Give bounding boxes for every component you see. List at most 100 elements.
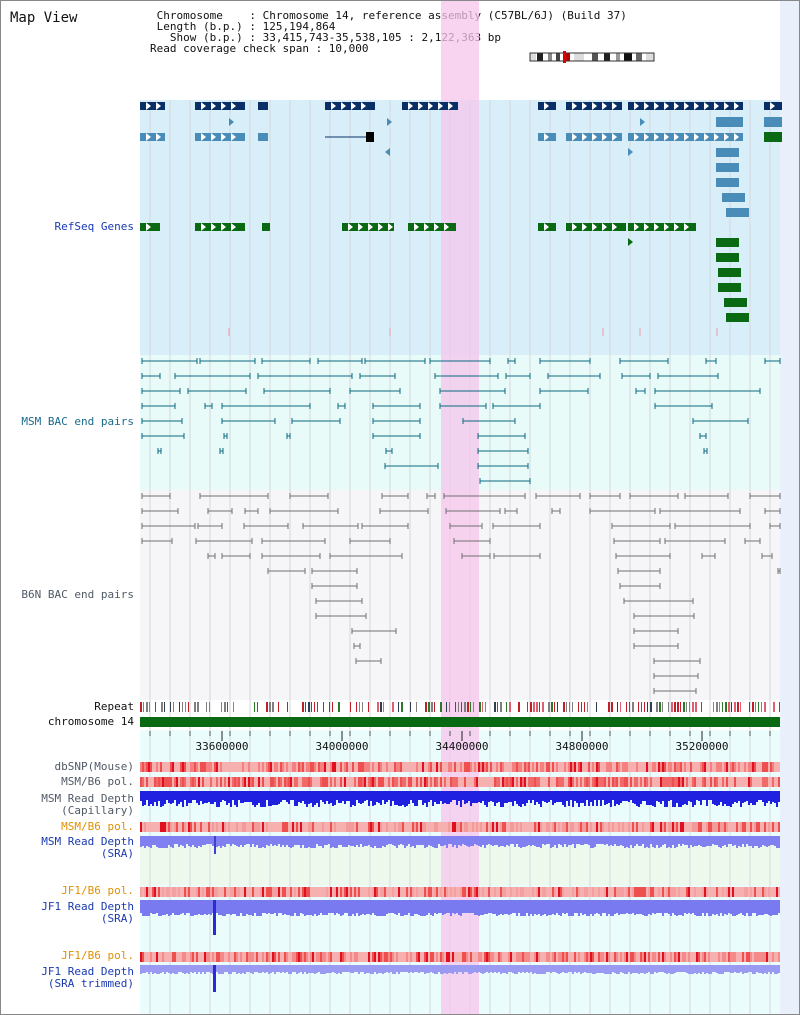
track-label-msm-depth-sra[interactable]: MSM Read Depth (SRA) (41, 835, 134, 860)
jf1-b6-pol-cell (142, 887, 144, 897)
msm-b6-pol-cell (608, 777, 610, 787)
track-label-refseq[interactable]: RefSeq Genes (54, 220, 134, 233)
msm-depth-sra-bar (238, 836, 240, 847)
msm-depth-capillary-bar (176, 791, 178, 806)
msm-b6-pol-cell (690, 777, 692, 787)
jf1-depth-sra-bar (560, 900, 562, 916)
gene-strand-arrow (418, 102, 423, 110)
jf1-depth-trimmed-bar (404, 965, 406, 972)
dbsnp-cell (502, 762, 504, 772)
msm-depth-sra-bar (184, 836, 186, 848)
msm-depth-capillary-bar (510, 791, 512, 802)
msm-depth-sra-bar (764, 836, 766, 846)
track-label-b6n-bac[interactable]: B6N BAC end pairs (21, 588, 134, 601)
track-label-dbsnp[interactable]: dbSNP(Mouse) (54, 760, 134, 773)
jf1-depth-sra-bar (736, 900, 738, 915)
msm-depth-sra-bar (740, 836, 742, 847)
jf1-b6-pol-cell (442, 887, 444, 897)
track-label-msm-bac[interactable]: MSM BAC end pairs (21, 415, 134, 428)
jf1-depth-sra-bar (242, 900, 244, 916)
msm-b6-pol-sra-cell (752, 822, 754, 832)
msm-b6-pol-sra-cell (754, 822, 756, 832)
jf1-depth-trimmed-bar (408, 965, 410, 973)
msm-b6-pol-cell (738, 777, 740, 787)
dbsnp-cell (768, 762, 770, 772)
msm-depth-capillary-bar (348, 791, 350, 801)
msm-depth-capillary-bar (382, 791, 384, 800)
jf1-depth-trimmed-bar (646, 965, 648, 973)
track-label-repeat[interactable]: Repeat (94, 700, 134, 713)
msm-b6-pol-sra-cell (436, 822, 438, 832)
track-label-jf1-b6-pol-2[interactable]: JF1/B6 pol. (61, 949, 134, 962)
jf1-b6-pol-cell (666, 887, 668, 897)
jf1-depth-trimmed-bar (692, 965, 694, 974)
msm-b6-pol-cell (390, 777, 392, 787)
msm-depth-sra-bar (476, 836, 478, 845)
msm-b6-pol-sra-cell (614, 822, 616, 832)
msm-depth-capillary-bar (448, 791, 450, 804)
jf1-depth-sra-bar (218, 900, 220, 915)
repeat-element (257, 702, 258, 712)
jf1-b6-pol-2-cell (326, 952, 328, 962)
jf1-b6-pol-2-cell (226, 952, 228, 962)
jf1-depth-trimmed-bar (458, 965, 460, 972)
msm-b6-pol-cell (514, 777, 516, 787)
msm-depth-sra-bar (422, 836, 424, 845)
msm-depth-capillary-bar (488, 791, 490, 802)
jf1-b6-pol-cell (290, 887, 292, 897)
ideogram-band (574, 53, 584, 61)
jf1-b6-pol-2-cell (388, 952, 390, 962)
jf1-depth-trimmed-bar (340, 965, 342, 974)
jf1-b6-pol-2-cell (514, 952, 516, 962)
msm-b6-pol-sra-cell (732, 822, 734, 832)
msm-b6-pol-sra-cell (414, 822, 416, 832)
msm-depth-sra-bar (720, 836, 722, 848)
msm-depth-sra-bar (400, 836, 402, 844)
msm-depth-capillary-bar (760, 791, 762, 800)
msm-b6-pol-sra-cell (566, 822, 568, 832)
track-label-msm-b6-pol[interactable]: MSM/B6 pol. (61, 775, 134, 788)
msm-b6-pol-sra-cell (416, 822, 418, 832)
jf1-b6-pol-cell (574, 887, 576, 897)
jf1-b6-pol-cell (378, 887, 380, 897)
msm-depth-capillary-bar (192, 791, 194, 800)
msm-b6-pol-sra-cell (744, 822, 746, 832)
msm-depth-capillary-bar (544, 791, 546, 802)
msm-depth-capillary-bar (606, 791, 608, 804)
track-label-jf1-b6-pol[interactable]: JF1/B6 pol. (61, 884, 134, 897)
track-label-jf1-depth-trimmed[interactable]: JF1 Read Depth (SRA trimmed) (41, 965, 134, 990)
msm-depth-capillary-bar (638, 791, 640, 807)
msm-depth-capillary-bar (278, 791, 280, 804)
track-label-msm-depth-capillary[interactable]: MSM Read Depth (Capillary) (41, 792, 134, 817)
msm-b6-pol-sra-cell (238, 822, 240, 832)
msm-b6-pol-cell (520, 777, 522, 787)
dbsnp-cell (222, 762, 224, 772)
track-label-msm-b6-pol-sra[interactable]: MSM/B6 pol. (61, 820, 134, 833)
msm-depth-sra-bar (442, 836, 444, 846)
msm-depth-sra-bar (384, 836, 386, 847)
msm-b6-pol-sra-cell (276, 822, 278, 832)
msm-b6-pol-cell (658, 777, 660, 787)
msm-depth-sra-bar (778, 836, 780, 848)
dbsnp-cell (620, 762, 622, 772)
track-label-jf1-depth-sra[interactable]: JF1 Read Depth (SRA) (41, 900, 134, 925)
msm-depth-capillary-bar (212, 791, 214, 804)
jf1-b6-pol-2-cell (364, 952, 366, 962)
msm-depth-capillary-bar (400, 791, 402, 806)
dbsnp-cell (432, 762, 434, 772)
jf1-b6-pol-2-cell (400, 952, 402, 962)
msm-b6-pol-sra-cell (172, 822, 174, 832)
msm-depth-capillary-bar (214, 791, 216, 802)
dbsnp-cell (338, 762, 340, 772)
jf1-b6-pol-cell (742, 887, 744, 897)
jf1-b6-pol-cell (740, 887, 742, 897)
jf1-depth-trimmed-bar (636, 965, 638, 973)
msm-b6-pol-cell (216, 777, 218, 787)
msm-b6-pol-sra-cell (194, 822, 196, 832)
gene-block (325, 102, 375, 110)
gene-strand-arrow (201, 133, 206, 141)
repeat-element (737, 702, 739, 712)
msm-b6-pol-sra-cell (690, 822, 692, 832)
msm-b6-pol-cell (674, 777, 676, 787)
